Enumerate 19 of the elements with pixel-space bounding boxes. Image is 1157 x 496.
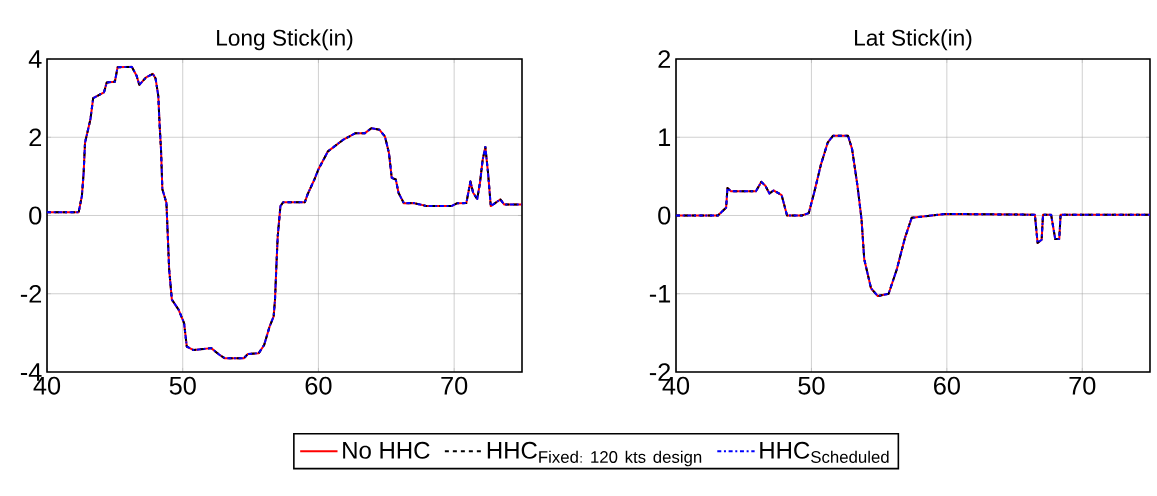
y-tick-label: -2: [20, 284, 42, 303]
x-tick-label: 50: [798, 376, 825, 395]
x-tick-label: 60: [934, 376, 960, 395]
x-tick-label: 70: [441, 376, 468, 395]
y-tick-label: 1: [659, 128, 671, 146]
y-tick-label: 0: [29, 206, 42, 225]
x-tick-label: 70: [1069, 376, 1096, 395]
x-tick-label: 50: [169, 376, 196, 395]
chart-title: Lat Stick(in): [855, 29, 972, 51]
legend-label: $\mathrm{HHC}_{\mathrm{Fixed:\ 120\ kts\ design}}$: [487, 441, 702, 467]
chart-title: Long Stick(in): [217, 29, 353, 51]
legend-label: No HHC: [343, 441, 430, 459]
y-tick-label: -1: [649, 285, 671, 303]
y-tick-label: 2: [29, 128, 42, 147]
y-tick-label: 2: [658, 50, 671, 68]
y-tick-label: 0: [658, 206, 671, 225]
legend-label: $\mathrm{HHC}_{\mathrm{Scheduled}}$: [760, 441, 889, 463]
x-tick-label: 60: [305, 376, 332, 395]
y-tick-label: 4: [28, 50, 42, 68]
